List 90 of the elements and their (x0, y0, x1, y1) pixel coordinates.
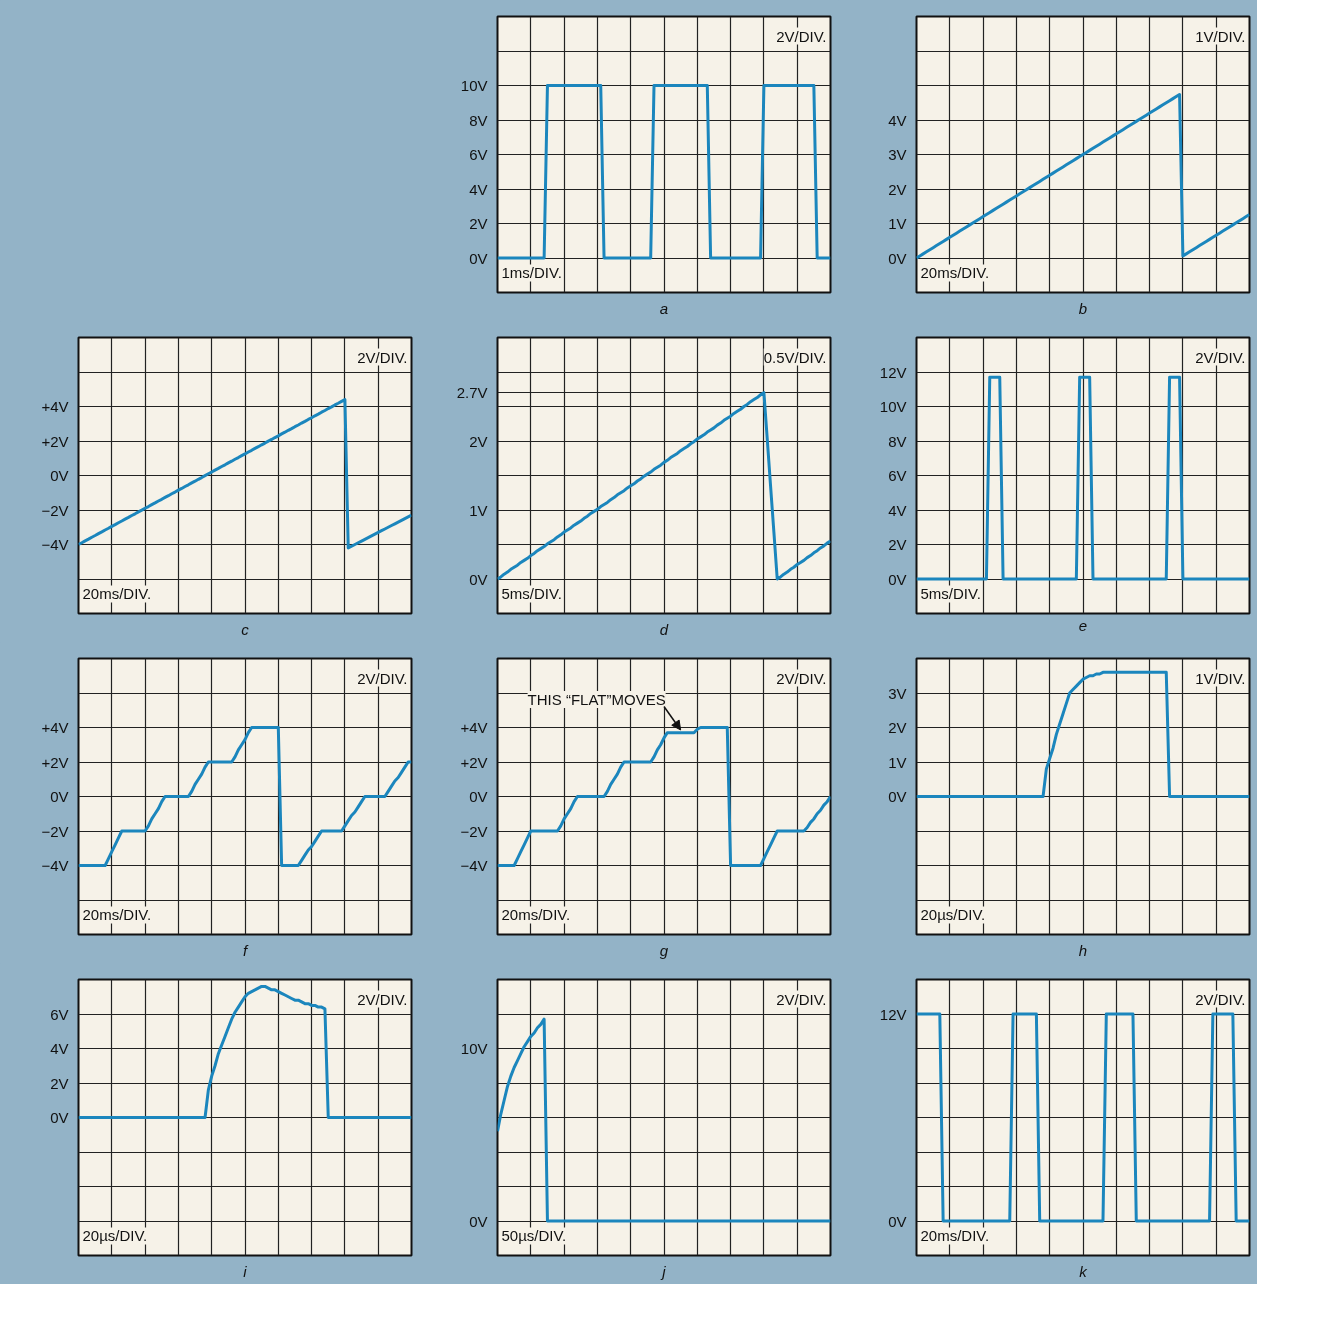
y-tick-label: 4V (888, 501, 907, 519)
y-tick-label: 2V (888, 180, 907, 198)
annotation: 20ms/DIV. (82, 585, 152, 603)
text: k (1079, 1262, 1089, 1280)
annotation: 1V/DIV. (1195, 669, 1246, 687)
y-tick-label: −2V (460, 822, 488, 840)
y-tick-label: 10V (460, 77, 488, 94)
text: h (1078, 941, 1088, 959)
text: a (659, 299, 669, 317)
annotation: 20ms/DIV. (920, 264, 990, 282)
y-tick-label: 2V (888, 719, 907, 736)
text: j (660, 1262, 667, 1280)
y-tick-label: 12V (879, 363, 907, 381)
y-tick-label: 0V (469, 788, 488, 805)
text: f (242, 941, 249, 959)
line-series (916, 92, 1250, 260)
y-tick-label: 2V (50, 1074, 69, 1092)
annotation: 2V/DIV. (1195, 990, 1246, 1008)
y-tick-label: +2V (41, 753, 69, 771)
y-tick-label: 1V (888, 215, 907, 232)
y-tick-label: 12V (879, 1005, 907, 1023)
y-tick-label: 0V (50, 1109, 69, 1126)
annotation: 0.5V/DIV. (763, 348, 827, 366)
text: c (241, 620, 250, 638)
annotation: 50µs/DIV. (501, 1227, 567, 1245)
y-tick-label: 10V (460, 1040, 488, 1057)
line-series (916, 670, 1250, 798)
y-tick-label: 4V (50, 1040, 69, 1057)
y-tick-label: +2V (41, 432, 69, 450)
y-tick-label: 0V (469, 1212, 488, 1230)
line-series (78, 984, 412, 1119)
y-tick-label: 1V (469, 501, 488, 519)
y-tick-label: 2V (888, 536, 907, 553)
y-tick-label: 2V (469, 432, 488, 450)
y-tick-label: 0V (888, 570, 907, 588)
line-series (497, 391, 831, 581)
y-tick-label: 1V (888, 753, 907, 771)
annotation: 20ms/DIV. (82, 906, 152, 924)
y-tick-label: 2V (469, 215, 488, 232)
text: g (659, 941, 669, 959)
annotation: 20ms/DIV. (920, 1227, 990, 1245)
annotation: 5ms/DIV. (501, 585, 562, 603)
y-tick-label: 6V (469, 146, 488, 163)
y-tick-label: 0V (888, 1212, 907, 1230)
y-tick-label: 3V (888, 684, 907, 702)
y-tick-label: −4V (460, 857, 488, 874)
line-series (78, 726, 412, 867)
annotation: 2V/DIV. (357, 990, 408, 1008)
y-tick-label: 0V (50, 467, 69, 484)
y-tick-label: 4V (888, 111, 907, 129)
annotation: 2V/DIV. (357, 348, 408, 366)
y-tick-label: 0V (469, 570, 488, 588)
y-tick-label: +4V (41, 719, 69, 736)
y-tick-label: −2V (41, 501, 69, 519)
y-tick-label: −2V (41, 822, 69, 840)
y-tick-label: −4V (41, 536, 69, 553)
annotation: 1ms/DIV. (501, 264, 562, 282)
y-tick-label: +2V (460, 753, 488, 771)
annotation: THIS “FLAT”MOVES (527, 690, 666, 708)
annotation: 20µs/DIV. (920, 906, 986, 924)
annotation: 5ms/DIV. (920, 585, 981, 603)
y-tick-label: 2.7V (456, 384, 488, 402)
text: i (243, 1262, 248, 1280)
y-tick-label: 8V (888, 432, 907, 450)
text: d (659, 620, 669, 638)
annotation: 1V/DIV. (1195, 27, 1246, 45)
annotation: 2V/DIV. (776, 669, 827, 687)
annotation: 20µs/DIV. (82, 1227, 148, 1245)
y-tick-label: +4V (460, 719, 488, 736)
y-tick-label: 0V (50, 788, 69, 805)
annotation: 2V/DIV. (357, 669, 408, 687)
text: e (1078, 616, 1088, 634)
y-tick-label: −4V (41, 857, 69, 874)
line-series (78, 398, 412, 550)
y-tick-label: +4V (41, 398, 69, 415)
text: b (1078, 299, 1088, 317)
annotation: 20ms/DIV. (501, 906, 571, 924)
y-tick-label: 8V (469, 111, 488, 129)
y-tick-label: 0V (888, 788, 907, 805)
y-tick-label: 0V (888, 249, 907, 267)
annotation: 2V/DIV. (776, 990, 827, 1008)
annotation: 2V/DIV. (776, 27, 827, 45)
y-tick-label: 6V (50, 1005, 69, 1023)
y-tick-label: 0V (469, 249, 488, 267)
y-tick-label: 3V (888, 146, 907, 163)
line-series (497, 1017, 831, 1223)
y-tick-label: 4V (469, 180, 488, 198)
y-tick-label: 6V (888, 467, 907, 484)
annotation: 2V/DIV. (1195, 348, 1246, 366)
y-tick-label: 10V (879, 398, 907, 415)
